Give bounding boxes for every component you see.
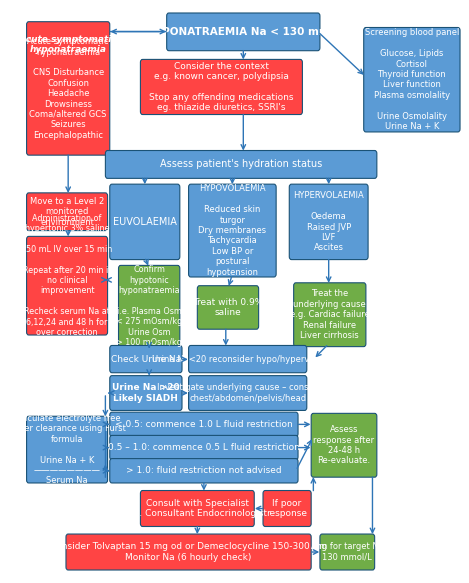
Text: Calculate electrolyte free
water clearance using Furst
formula

Urine Na + K
———: Calculate electrolyte free water clearan… (8, 414, 126, 485)
Text: Consider Tolvaptan 15 mg od or Demeclocycline 150-300 mg
Monitor Na (6 hourly ch: Consider Tolvaptan 15 mg od or Demeclocy… (50, 542, 327, 561)
FancyBboxPatch shape (106, 150, 377, 178)
Text: 0.5 – 1.0: commence 0.5 L fluid restriction: 0.5 – 1.0: commence 0.5 L fluid restrict… (108, 443, 300, 452)
FancyBboxPatch shape (110, 412, 298, 437)
FancyBboxPatch shape (189, 184, 276, 277)
Text: > 1.0: fluid restriction not advised: > 1.0: fluid restriction not advised (126, 466, 282, 475)
FancyBboxPatch shape (110, 375, 182, 410)
Text: HYPONATRAEMIA Na < 130 mmol: HYPONATRAEMIA Na < 130 mmol (146, 27, 340, 37)
FancyBboxPatch shape (110, 436, 298, 460)
Text: Consider the context
e.g. known cancer, polydipsia

Stop any offending medicatio: Consider the context e.g. known cancer, … (149, 62, 294, 113)
FancyBboxPatch shape (289, 184, 368, 259)
FancyBboxPatch shape (189, 375, 307, 410)
Text: Urine Na<20 reconsider hypo/hypervolaemia: Urine Na<20 reconsider hypo/hypervolaemi… (152, 354, 343, 364)
Text: Administration of
hypertonic 3% saline

150 mL IV over 15 min

Repeat after 20 m: Administration of hypertonic 3% saline 1… (22, 213, 113, 358)
FancyBboxPatch shape (320, 534, 375, 570)
FancyBboxPatch shape (110, 459, 298, 483)
FancyBboxPatch shape (166, 13, 320, 51)
FancyBboxPatch shape (189, 346, 307, 373)
Text: Consult with Specialist
eg. Consultant Endocrinologist: Consult with Specialist eg. Consultant E… (128, 499, 267, 518)
Text: Assess patient's hydration status: Assess patient's hydration status (160, 159, 322, 170)
FancyBboxPatch shape (27, 193, 107, 231)
FancyBboxPatch shape (110, 184, 180, 259)
FancyBboxPatch shape (66, 534, 311, 570)
FancyBboxPatch shape (140, 59, 303, 114)
FancyBboxPatch shape (294, 283, 366, 347)
Text: HYPOVOLAEMIA

Reduced skin
turgor
Dry membranes
Tachycardia
Low BP or
postural
h: HYPOVOLAEMIA Reduced skin turgor Dry mem… (198, 184, 266, 277)
Text: Move to a Level 2
monitored
environment: Move to a Level 2 monitored environment (30, 197, 104, 227)
FancyBboxPatch shape (263, 490, 311, 526)
Text: HYPERVOLAEMIA

Oedema
Raised JVP
LVF
Ascites: HYPERVOLAEMIA Oedema Raised JVP LVF Asci… (293, 191, 364, 252)
Text: Confirm
hypotonic
hyponatraemia

i.e. Plasma Osm
< 275 mOsm/kg
Urine Osm
> 100 m: Confirm hypotonic hyponatraemia i.e. Pla… (116, 265, 182, 347)
Text: Assess
response after
24-48 h
Re-evaluate.: Assess response after 24-48 h Re-evaluat… (313, 425, 375, 465)
Text: If poor
response: If poor response (266, 499, 308, 518)
FancyBboxPatch shape (140, 490, 254, 526)
Text: < 0.5: commence 1.0 L fluid restriction: < 0.5: commence 1.0 L fluid restriction (115, 420, 293, 429)
Text: Screening blood panel

Glucose, Lipids
Cortisol
Thyroid function
Liver function
: Screening blood panel Glucose, Lipids Co… (365, 29, 459, 131)
FancyBboxPatch shape (27, 22, 110, 155)
FancyBboxPatch shape (364, 27, 460, 132)
Text: Treat the
underlying cause
e.g. Cardiac failure
Renal failure
Liver cirrhosis: Treat the underlying cause e.g. Cardiac … (290, 289, 370, 340)
FancyBboxPatch shape (27, 416, 107, 483)
Text: Acute symptomatic
hyponatraemia

CNS Disturbance
Confusion
Headache
Drowsiness
C: Acute symptomatic hyponatraemia CNS Dist… (27, 37, 109, 140)
Text: EUVOLAEMIA: EUVOLAEMIA (113, 217, 177, 227)
Text: Acute symptomatic
hyponatraemia: Acute symptomatic hyponatraemia (19, 35, 117, 54)
FancyBboxPatch shape (110, 346, 182, 373)
Text: Urine Na >20
Likely SIADH: Urine Na >20 Likely SIADH (112, 384, 180, 403)
Text: Investigate underlying cause – consider CT
chest/abdomen/pelvis/head: Investigate underlying cause – consider … (157, 384, 339, 403)
Text: Aim for target Na
130 mmol/L: Aim for target Na 130 mmol/L (311, 542, 384, 561)
FancyBboxPatch shape (311, 413, 377, 477)
FancyBboxPatch shape (197, 286, 258, 329)
Text: Treat with 0.9%
saline: Treat with 0.9% saline (193, 298, 263, 317)
FancyBboxPatch shape (27, 236, 107, 335)
Text: Check Urine Na: Check Urine Na (111, 354, 181, 364)
FancyBboxPatch shape (119, 265, 180, 347)
